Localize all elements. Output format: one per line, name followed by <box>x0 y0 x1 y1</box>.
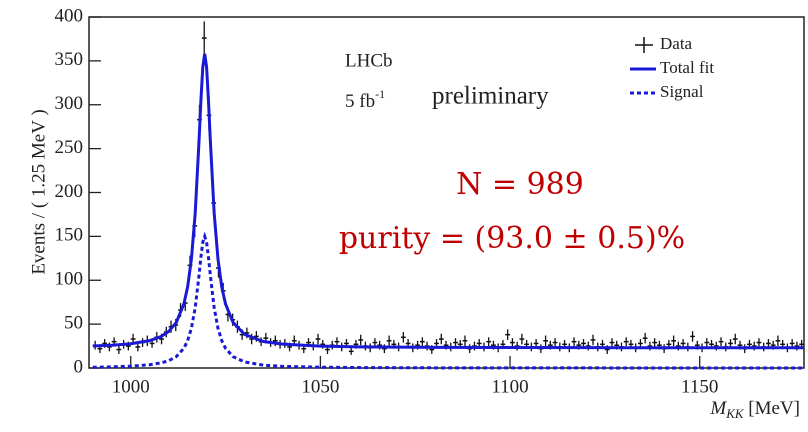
data-point <box>438 333 444 345</box>
data-point <box>315 333 321 345</box>
legend-label: Total fit <box>660 58 714 77</box>
y-tick-label: 350 <box>55 49 84 70</box>
yield-annotation: N = 989 <box>456 167 584 202</box>
preliminary-label: preliminary <box>432 83 549 110</box>
luminosity-value: 5 fb <box>345 91 375 112</box>
x-tick-label: 1000 <box>112 376 150 397</box>
luminosity-exponent: -1 <box>375 87 385 101</box>
luminosity: 5 fb-1 <box>345 87 385 113</box>
data-point <box>623 337 629 347</box>
fit-curve <box>92 53 804 350</box>
data-point <box>732 333 738 345</box>
data-point <box>671 335 677 347</box>
data-point <box>358 334 364 346</box>
y-tick-label: 0 <box>74 356 84 377</box>
data-point <box>642 332 648 344</box>
data-point <box>756 338 762 347</box>
data-point <box>510 338 515 347</box>
purity-annotation: purity = (93.0 ± 0.5)% <box>339 221 685 256</box>
data-point <box>453 338 458 347</box>
data-point <box>348 347 354 355</box>
y-tick-label: 300 <box>55 93 84 114</box>
data-point <box>419 337 425 347</box>
data-point <box>690 331 695 342</box>
y-tick-label: 150 <box>55 225 84 246</box>
data-point <box>704 338 710 347</box>
x-label-unit: [MeV] <box>744 398 800 419</box>
y-tick-label: 100 <box>55 269 84 290</box>
data-point <box>201 21 207 55</box>
data-point <box>519 333 525 345</box>
data-point <box>775 335 781 347</box>
legend-label: Signal <box>660 82 704 101</box>
data-point <box>609 338 615 347</box>
x-label-subscript: KK <box>725 406 745 421</box>
y-tick-label: 200 <box>55 181 84 202</box>
y-axis-label: Events / ( 1.25 MeV ) <box>28 109 49 274</box>
data-point <box>590 334 596 346</box>
data-point <box>505 329 511 340</box>
data-point <box>462 335 468 347</box>
x-tick-label: 1150 <box>681 376 718 397</box>
x-axis-label: MKK [MeV] <box>709 398 800 421</box>
experiment-label: LHCb <box>345 50 393 71</box>
data-point <box>571 337 577 347</box>
y-tick-label: 250 <box>55 137 84 158</box>
y-tick-label: 400 <box>55 5 84 26</box>
data-point <box>116 345 122 354</box>
x-tick-label: 1050 <box>301 376 339 397</box>
data-point <box>400 332 406 343</box>
x-label-symbol: M <box>709 398 727 419</box>
data-point <box>486 337 492 347</box>
data-point <box>334 337 340 347</box>
y-tick-label: 50 <box>64 312 83 333</box>
data-point <box>552 338 558 347</box>
data-point <box>652 338 658 347</box>
data-point <box>718 337 724 347</box>
legend-label: Data <box>660 34 693 53</box>
fit-curve <box>92 231 804 370</box>
data-point <box>543 335 548 347</box>
data-point <box>386 335 392 347</box>
x-tick-label: 1100 <box>491 376 528 397</box>
